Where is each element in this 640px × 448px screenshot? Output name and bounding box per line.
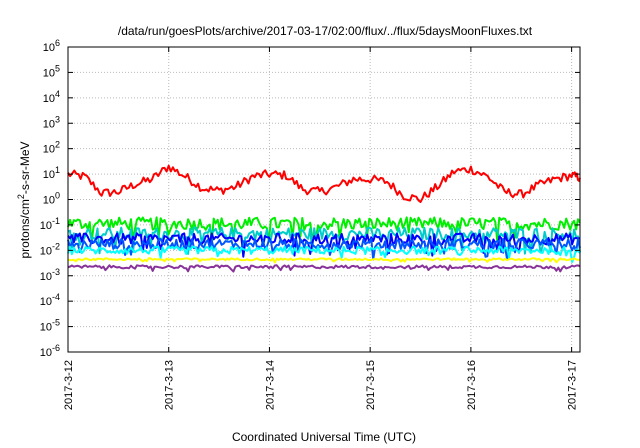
y-tick-label: 10-6 xyxy=(40,343,60,359)
y-tick-label: 102 xyxy=(43,140,60,156)
x-ticks: 2017-3-12 2017-3-13 2017-3-14 2017-3-15 2017… xyxy=(63,47,579,410)
y-tick-label: 10-4 xyxy=(40,292,60,308)
series-line-1 xyxy=(67,216,581,244)
x-tick-label: 2017-3-17 xyxy=(567,360,579,410)
x-tick-label: 2017-3-14 xyxy=(264,360,276,410)
x-tick-label: 2017-3-13 xyxy=(164,360,176,410)
series-line-4 xyxy=(67,238,581,261)
y-tick-label: 105 xyxy=(43,63,60,79)
x-axis-label: Coordinated Universal Time (UTC) xyxy=(232,430,416,444)
y-ticks: 106 105 104 103 102 101 100 10-1 10-2 10-3 10-4 10-… xyxy=(40,38,580,359)
y-tick-label: 106 xyxy=(43,38,60,54)
x-tick-label: 2017-3-16 xyxy=(466,360,478,410)
series-line-2 xyxy=(67,226,581,255)
series-group xyxy=(67,164,581,273)
y-tick-label: 10-3 xyxy=(40,267,60,283)
x-tick-label: 2017-3-12 xyxy=(63,360,75,410)
y-tick-label: 10-1 xyxy=(40,216,60,232)
chart-title: /data/run/goesPlots/archive/2017-03-17/0… xyxy=(118,24,533,38)
y-axis-label: protons/cm2-s-sr-MeV xyxy=(16,141,32,258)
series-line-6 xyxy=(67,257,581,264)
y-tick-label: 100 xyxy=(43,191,60,207)
y-tick-label: 10-5 xyxy=(40,318,60,334)
x-tick-label: 2017-3-15 xyxy=(365,360,377,410)
plot-frame xyxy=(67,46,581,353)
y-tick-label: 103 xyxy=(43,114,60,130)
series-line-5 xyxy=(67,245,581,263)
y-tick-label: 10-2 xyxy=(40,241,60,257)
y-tick-label: 101 xyxy=(43,165,60,181)
grid xyxy=(68,47,580,352)
series-line-7 xyxy=(67,264,581,273)
series-line-0 xyxy=(67,164,581,203)
y-tick-label: 104 xyxy=(43,89,60,105)
